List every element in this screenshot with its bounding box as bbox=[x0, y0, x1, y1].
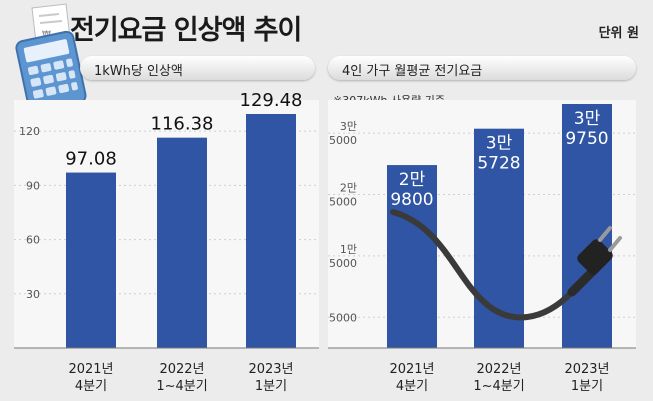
right-category-label: 2021년 bbox=[389, 362, 434, 377]
right-value-label: 9800 bbox=[390, 190, 433, 210]
left-bar bbox=[246, 114, 296, 348]
right-bar bbox=[387, 165, 437, 348]
left-bar bbox=[157, 137, 207, 348]
left-value-label: 97.08 bbox=[65, 149, 117, 170]
right-ytick-label: 1만 bbox=[340, 243, 357, 256]
left-category-label: 1분기 bbox=[255, 379, 287, 394]
left-category-label: 4분기 bbox=[75, 379, 107, 394]
right-ytick-label: 5000 bbox=[329, 311, 357, 324]
right-category-label: 1~4분기 bbox=[473, 379, 524, 394]
left-ytick-label: 90 bbox=[26, 179, 40, 192]
left-value-label: 129.48 bbox=[240, 90, 303, 111]
right-category-label: 2023년 bbox=[564, 362, 609, 377]
left-ytick-label: 30 bbox=[26, 288, 40, 301]
right-value-label: 9750 bbox=[565, 129, 608, 149]
left-value-label: 116.38 bbox=[151, 114, 214, 135]
left-category-label: 1~4분기 bbox=[156, 379, 207, 394]
page-title: 전기요금 인상액 추이 bbox=[70, 15, 302, 46]
right-ytick-label: 2만 bbox=[340, 182, 357, 195]
right-category-label: 2022년 bbox=[476, 362, 521, 377]
left-panel-subtitle: 1kWh당 인상액 bbox=[94, 64, 183, 79]
left-ytick-label: 120 bbox=[19, 125, 40, 138]
right-value-label: 3만 bbox=[574, 109, 601, 129]
right-value-label: 2만 bbox=[399, 170, 426, 190]
right-value-label: 3만 bbox=[486, 134, 513, 154]
right-panel-header: 4인 가구 월평균 전기요금 bbox=[328, 56, 636, 80]
calculator-icon: ₩ bbox=[15, 3, 87, 113]
power-plug-icon bbox=[390, 209, 622, 321]
right-ytick-label: 5000 bbox=[329, 196, 357, 209]
right-bar bbox=[562, 104, 612, 348]
right-value-label: 5728 bbox=[477, 154, 520, 174]
right-ytick-label: 5000 bbox=[329, 257, 357, 270]
right-category-label: 4분기 bbox=[396, 379, 428, 394]
right-panel-subtitle: 4인 가구 월평균 전기요금 bbox=[342, 64, 483, 79]
left-category-label: 2023년 bbox=[248, 362, 293, 377]
left-category-label: 2021년 bbox=[68, 362, 113, 377]
right-category-label: 1분기 bbox=[571, 379, 603, 394]
left-panel-header: 1kWh당 인상액 bbox=[80, 56, 315, 80]
left-ytick-label: 60 bbox=[26, 234, 40, 247]
right-ytick-label: 3만 bbox=[340, 120, 357, 133]
left-category-label: 2022년 bbox=[159, 362, 204, 377]
left-bar bbox=[66, 172, 116, 348]
right-ytick-label: 5000 bbox=[329, 134, 357, 147]
unit-label: 단위 원 bbox=[598, 26, 639, 41]
